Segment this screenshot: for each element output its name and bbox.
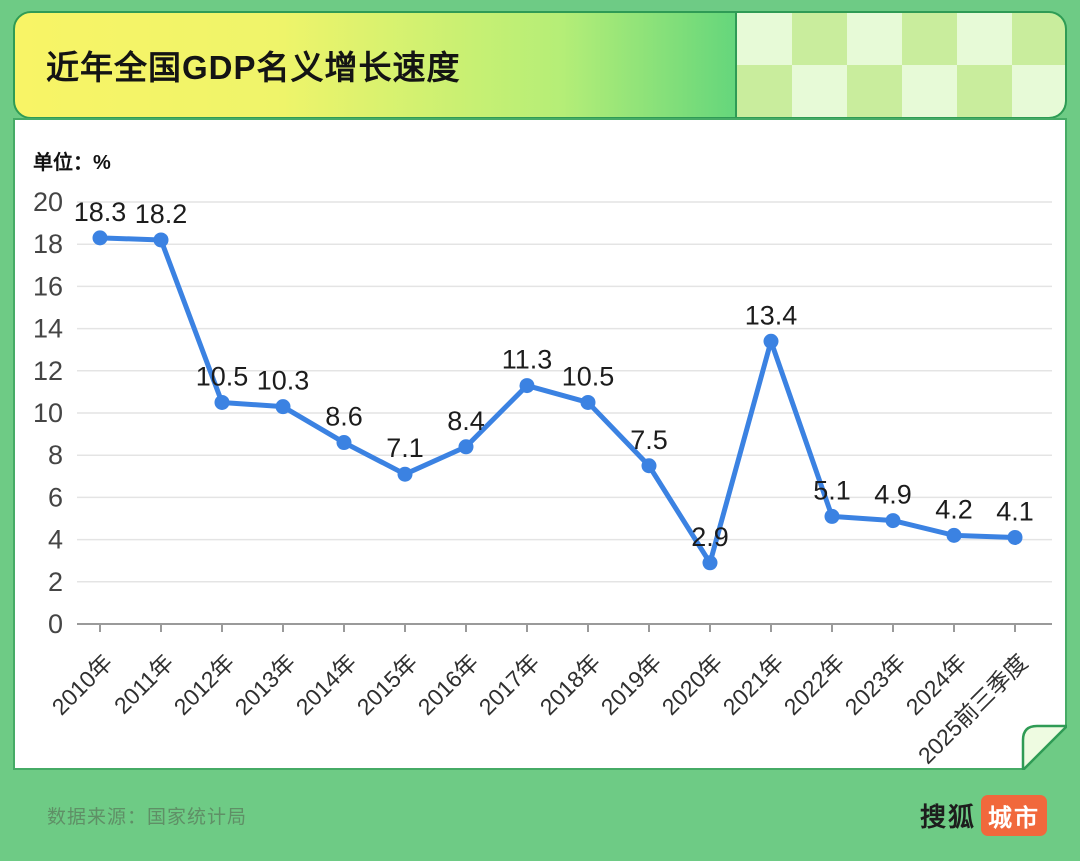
- x-axis-labels: 2010年2011年2012年2013年2014年2015年2016年2017年…: [47, 649, 1033, 769]
- footer: 数据来源：国家统计局 搜狐 城市: [13, 770, 1067, 861]
- data-value-label: 4.9: [874, 480, 912, 510]
- data-labels: 18.3 18.2 10.5 10.3 8.6 7.1 8.4 11.3 10.5 7.5 2.9 1…: [74, 197, 1034, 552]
- data-value-label: 2.9: [691, 522, 729, 552]
- data-point: [1007, 529, 1023, 545]
- x-tick-label: 2016年: [413, 649, 484, 720]
- x-tick-label: 2013年: [230, 649, 301, 720]
- data-value-label: 8.4: [447, 406, 485, 436]
- data-point: [92, 230, 108, 246]
- data-value-label: 8.6: [325, 402, 363, 432]
- page-title: 近年全国GDP名义增长速度: [46, 49, 461, 86]
- data-value-label: 4.1: [996, 496, 1034, 526]
- page-curl-flap: [1021, 724, 1067, 770]
- y-tick-label: 16: [33, 271, 63, 301]
- x-tick-label: 2019年: [596, 649, 667, 720]
- data-point: [824, 508, 840, 524]
- data-value-label: 10.5: [196, 361, 249, 391]
- data-value-label: 10.3: [257, 366, 310, 396]
- x-tick-label: 2018年: [535, 649, 606, 720]
- x-tick-label: 2020年: [657, 649, 728, 720]
- gdp-line-series: [97, 235, 1018, 566]
- data-point: [397, 466, 413, 482]
- y-tick-label: 6: [48, 482, 63, 512]
- data-point: [946, 527, 962, 543]
- y-tick-label: 4: [48, 525, 63, 555]
- data-point: [275, 399, 291, 415]
- y-axis-labels: 0 2 4 6 8 10 12 14 16 18 20: [33, 187, 63, 639]
- y-tick-label: 20: [33, 187, 63, 217]
- header-card: 近年全国GDP名义增长速度: [13, 11, 1067, 119]
- data-value-label: 10.5: [562, 361, 615, 391]
- brand-badge: 城市: [981, 795, 1047, 836]
- x-tick-label: 2012年: [169, 649, 240, 720]
- data-point: [641, 458, 657, 474]
- data-point: [763, 333, 779, 349]
- unit-label: 单位：%: [33, 152, 111, 174]
- data-points: [92, 230, 1023, 571]
- data-value-label: 5.1: [813, 475, 851, 505]
- data-value-label: 13.4: [745, 300, 798, 330]
- x-tick-label: 2014年: [291, 649, 362, 720]
- x-tick-label: 2023年: [840, 649, 911, 720]
- gridlines: [77, 201, 1052, 625]
- data-point: [153, 232, 169, 248]
- y-tick-label: 2: [48, 567, 63, 597]
- x-tick-label: 2015年: [352, 649, 423, 720]
- data-point: [214, 394, 230, 410]
- data-source-label: 数据来源：国家统计局: [47, 807, 248, 828]
- data-value-label: 18.2: [135, 199, 188, 229]
- x-tick-label: 2017年: [474, 649, 545, 720]
- data-point: [336, 435, 352, 451]
- x-tick-label: 2021年: [718, 649, 789, 720]
- chart-card: 0 2 4 6 8 10 12 14 16 18 20 2010年 2011年 2012年 2013年 201…: [13, 118, 1067, 770]
- data-value-label: 18.3: [74, 197, 127, 227]
- x-axis-ticks: [99, 624, 1016, 632]
- page-curl-decoration: [1021, 724, 1067, 770]
- data-value-label: 4.2: [935, 494, 973, 524]
- data-point: [702, 555, 718, 571]
- data-point: [580, 394, 596, 410]
- y-tick-label: 8: [48, 440, 63, 470]
- data-point: [885, 513, 901, 529]
- y-tick-label: 12: [33, 356, 63, 386]
- x-tick-label: 2010年: [47, 649, 118, 720]
- gdp-line-chart: 024681012141618202010年2011年2012年2013年201…: [33, 187, 1052, 769]
- y-tick-label: 0: [48, 609, 63, 639]
- y-tick-label: 14: [33, 314, 63, 344]
- data-value-label: 11.3: [502, 345, 553, 375]
- brand-logo: 搜狐 城市: [920, 795, 1047, 836]
- x-tick-label: 2022年: [779, 649, 850, 720]
- y-tick-label: 10: [33, 398, 63, 428]
- brand-name: 搜狐: [919, 802, 976, 832]
- checkerboard-decoration: [735, 13, 1065, 117]
- data-point: [458, 439, 474, 455]
- x-tick-label: 2011年: [109, 649, 179, 719]
- data-value-label: 7.5: [630, 425, 668, 455]
- data-value-label: 7.1: [386, 433, 424, 463]
- y-tick-label: 18: [33, 229, 63, 259]
- data-point: [519, 378, 535, 394]
